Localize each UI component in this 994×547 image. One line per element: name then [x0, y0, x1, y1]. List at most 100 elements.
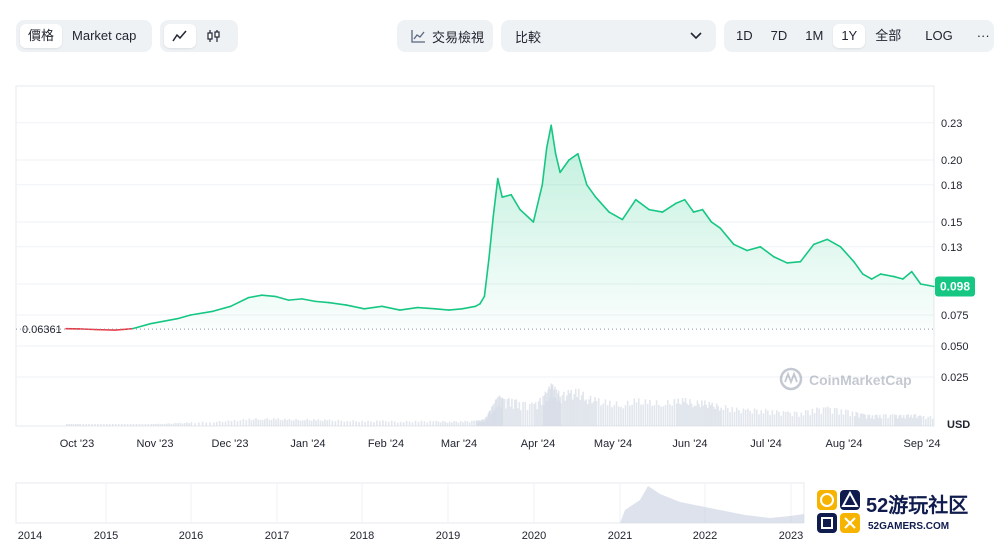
range-1m[interactable]: 1M	[805, 28, 824, 43]
volume-bar	[735, 407, 738, 426]
volume-bar	[408, 421, 411, 426]
volume-bar	[609, 400, 611, 426]
volume-bar	[818, 408, 820, 426]
volume-bar	[771, 410, 774, 426]
trading-view-button[interactable]: 交易檢視	[397, 20, 493, 52]
volume-bar	[352, 420, 354, 426]
price-line-segment	[550, 124, 557, 155]
volume-bar	[695, 406, 697, 426]
volume-bar	[800, 412, 803, 426]
volume-bar	[791, 416, 794, 426]
volume-bar	[402, 422, 405, 426]
price-line-segment	[719, 227, 735, 246]
volume-bar	[762, 413, 765, 426]
volume-bar	[769, 414, 771, 426]
volume-bar	[751, 413, 754, 426]
price-line-segment	[902, 270, 913, 280]
price-line-segment	[634, 198, 650, 211]
candlestick-button[interactable]	[198, 24, 230, 48]
price-line-segment	[501, 193, 512, 198]
tab-price[interactable]: 價格	[20, 24, 63, 48]
volume-bar	[150, 423, 153, 426]
volume-bar	[370, 421, 372, 426]
current-price-text: 0.098	[940, 279, 970, 293]
volume-bar	[304, 420, 306, 426]
x-tick-label: Jun '24	[672, 438, 707, 450]
volume-bar	[147, 424, 150, 426]
volume-bar	[626, 400, 629, 426]
range-7d[interactable]: 7D	[770, 28, 788, 43]
price-line-segment	[870, 273, 882, 280]
volume-bar	[284, 418, 286, 426]
price-line-segment	[212, 305, 232, 313]
volume-bar	[367, 420, 369, 426]
volume-bar	[88, 424, 90, 426]
volume-bar	[838, 414, 840, 426]
volume-bar	[349, 421, 351, 426]
volume-bar	[261, 420, 264, 426]
volume-bar	[522, 401, 524, 426]
volume-bar	[871, 415, 874, 426]
volume-bar	[858, 417, 860, 426]
volume-bar	[904, 418, 906, 426]
mini-tick-label: 2023	[779, 530, 803, 542]
volume-bar	[179, 422, 182, 426]
price-line-segment	[189, 310, 214, 316]
range-all[interactable]: 全部	[875, 28, 902, 43]
volume-bar	[266, 418, 268, 426]
volume-bar	[568, 393, 571, 426]
log-toggle[interactable]: LOG	[925, 28, 953, 43]
volume-bar	[534, 402, 537, 426]
price-line-segment	[483, 258, 490, 298]
price-line-segment	[786, 260, 802, 264]
volume-bar	[526, 409, 529, 426]
volume-bar	[709, 404, 712, 426]
volume-bar	[579, 400, 581, 426]
price-line-segment	[772, 255, 788, 264]
volume-bar	[340, 420, 343, 426]
compare-select[interactable]: 比較	[501, 20, 716, 52]
price-line-segment	[826, 238, 842, 248]
volume-bar	[778, 411, 780, 426]
volume-bar	[462, 422, 464, 426]
volume-bar	[290, 420, 293, 426]
volume-bar	[580, 395, 583, 426]
volume-bar	[696, 400, 699, 426]
volume-bar	[813, 413, 816, 426]
volume-bar	[321, 420, 324, 426]
volume-bar	[209, 422, 211, 426]
line-chart-button[interactable]	[164, 24, 196, 48]
volume-bar	[893, 414, 896, 426]
volume-bar	[712, 406, 715, 426]
volume-bar	[215, 421, 218, 426]
volume-bar	[882, 414, 885, 426]
price-line-segment	[692, 208, 704, 213]
volume-bar	[106, 424, 108, 426]
range-1d[interactable]: 1D	[736, 28, 753, 43]
volume-bar	[272, 418, 275, 426]
volume-bar	[437, 421, 440, 426]
tab-market-cap[interactable]: Market cap	[72, 28, 137, 43]
volume-bar	[233, 420, 236, 426]
volume-bar	[827, 406, 829, 426]
volume-bar	[811, 408, 814, 426]
volume-bar	[911, 417, 914, 426]
price-line-segment	[247, 294, 263, 299]
volume-bar	[508, 398, 510, 426]
logo-square-tl	[817, 490, 837, 510]
volume-bar	[809, 415, 811, 426]
y-tick-label: 0.075	[941, 310, 969, 322]
volume-bar	[533, 403, 535, 426]
volume-bar	[259, 419, 262, 426]
price-line-segment	[532, 184, 544, 223]
volume-bar	[678, 403, 681, 426]
volume-bar	[864, 414, 866, 426]
more-options-button[interactable]: ···	[976, 28, 990, 43]
y-tick-label: 0.20	[941, 155, 962, 167]
range-1y[interactable]: 1Y	[833, 24, 866, 48]
volume-bar	[701, 400, 703, 426]
volume-bar	[315, 420, 317, 426]
logo-triangle-icon	[841, 490, 859, 507]
volume-bar	[744, 409, 747, 426]
